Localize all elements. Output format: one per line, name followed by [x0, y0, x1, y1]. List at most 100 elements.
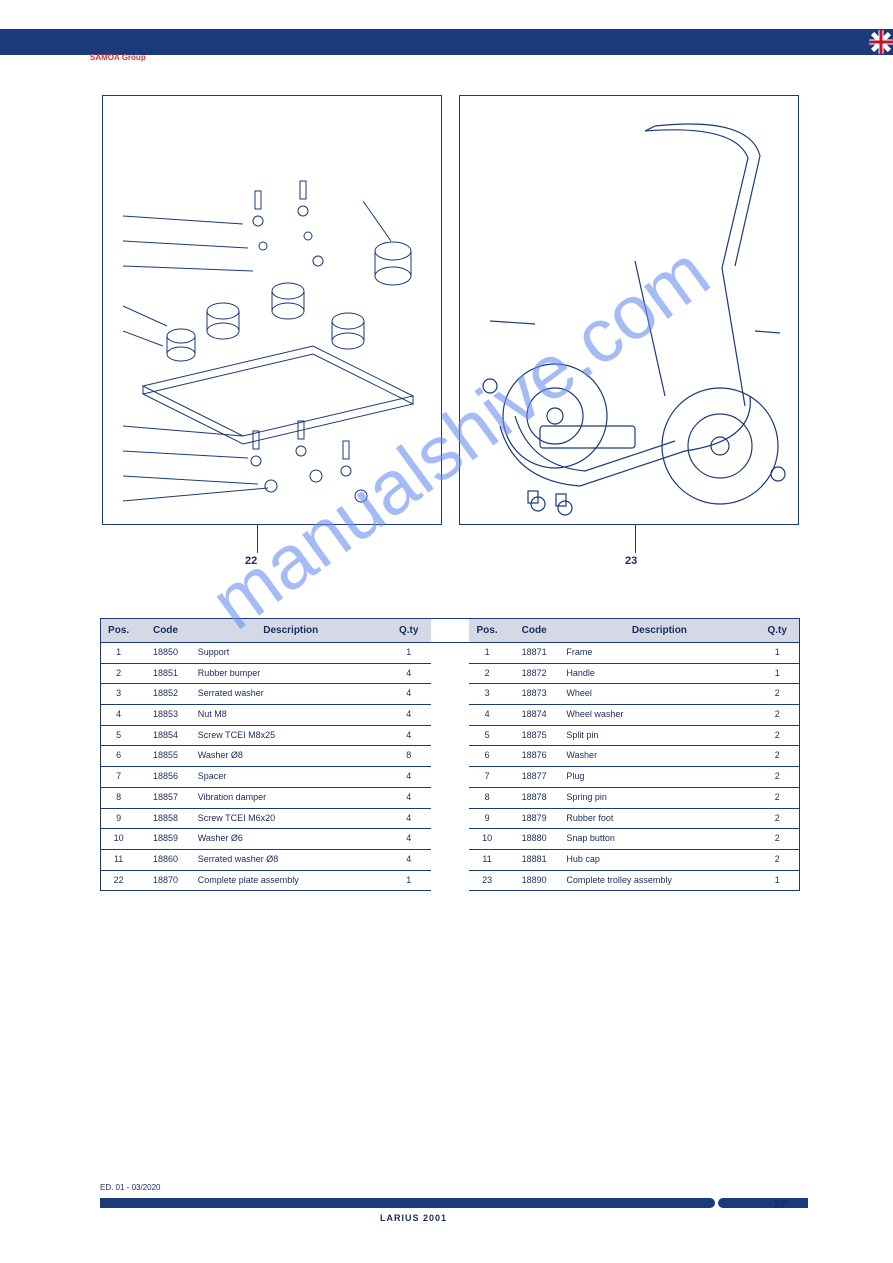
cell-desc: Plug — [563, 767, 755, 788]
cell-qty: 2 — [755, 849, 799, 870]
cell-code: 18881 — [505, 849, 564, 870]
col-desc-2: Description — [563, 619, 755, 643]
cell-desc: Vibration damper — [195, 787, 387, 808]
cell-pos: 1 — [469, 643, 505, 664]
cell-qty: 1 — [755, 663, 799, 684]
cell-pos: 23 — [469, 870, 505, 891]
cell-pos: 10 — [469, 829, 505, 850]
cell-gap — [431, 705, 470, 726]
cell-desc: Frame — [563, 643, 755, 664]
cell-qty: 1 — [755, 870, 799, 891]
table-row: 618855Washer Ø88618876Washer2 — [101, 746, 800, 767]
cell-qty: 1 — [387, 643, 431, 664]
uk-flag-icon — [869, 30, 893, 54]
table-row: 1018859Washer Ø641018880Snap button2 — [101, 829, 800, 850]
cell-qty: 4 — [387, 767, 431, 788]
cell-qty: 4 — [387, 808, 431, 829]
cell-qty: 4 — [387, 829, 431, 850]
cell-desc: Hub cap — [563, 849, 755, 870]
figure-22-label: 22 — [245, 555, 257, 567]
figure-23-tick — [635, 525, 636, 553]
cell-pos: 2 — [469, 663, 505, 684]
footer-edition: ED. 01 - 03/2020 — [100, 1183, 160, 1192]
cell-gap — [431, 870, 470, 891]
cell-qty: 2 — [755, 684, 799, 705]
cell-code: 18878 — [505, 787, 564, 808]
cell-pos: 2 — [101, 663, 137, 684]
cell-gap — [431, 849, 470, 870]
table-row: 418853Nut M84418874Wheel washer2 — [101, 705, 800, 726]
cell-desc: Serrated washer Ø8 — [195, 849, 387, 870]
table-row: 2218870Complete plate assembly12318890Co… — [101, 870, 800, 891]
cell-code: 18856 — [136, 767, 195, 788]
cell-gap — [431, 808, 470, 829]
col-code-2: Code — [505, 619, 564, 643]
table-row: 218851Rubber bumper4218872Handle1 — [101, 663, 800, 684]
cell-qty: 2 — [755, 808, 799, 829]
cell-pos: 11 — [469, 849, 505, 870]
brand-subtitle: SAMOA Group — [90, 53, 255, 62]
cell-pos: 11 — [101, 849, 137, 870]
col-qty-2: Q.ty — [755, 619, 799, 643]
cell-desc: Support — [195, 643, 387, 664]
cell-desc: Washer Ø6 — [195, 829, 387, 850]
cell-desc: Wheel — [563, 684, 755, 705]
cell-code: 18872 — [505, 663, 564, 684]
table-row: 518854Screw TCEI M8x254518875Split pin2 — [101, 725, 800, 746]
cell-code: 18858 — [136, 808, 195, 829]
table-row: 1118860Serrated washer Ø841118881Hub cap… — [101, 849, 800, 870]
footer-bar — [100, 1198, 715, 1208]
cell-qty: 4 — [387, 705, 431, 726]
cell-gap — [431, 684, 470, 705]
cell-qty: 1 — [387, 870, 431, 891]
cell-desc: Handle — [563, 663, 755, 684]
cell-code: 18854 — [136, 725, 195, 746]
col-gap — [431, 619, 470, 643]
cell-qty: 2 — [755, 767, 799, 788]
cell-desc: Complete trolley assembly — [563, 870, 755, 891]
cell-pos: 4 — [469, 705, 505, 726]
page-number: 27 — [774, 1199, 786, 1211]
cell-desc: Washer — [563, 746, 755, 767]
cell-pos: 1 — [101, 643, 137, 664]
cell-pos: 9 — [469, 808, 505, 829]
table-row: 718856Spacer4718877Plug2 — [101, 767, 800, 788]
cell-code: 18870 — [136, 870, 195, 891]
cell-desc: Serrated washer — [195, 684, 387, 705]
figure-23 — [459, 95, 799, 525]
cell-qty: 2 — [755, 705, 799, 726]
cell-code: 18852 — [136, 684, 195, 705]
table-row: 318852Serrated washer4318873Wheel2 — [101, 684, 800, 705]
cell-pos: 8 — [101, 787, 137, 808]
cell-pos: 5 — [469, 725, 505, 746]
cell-desc: Spring pin — [563, 787, 755, 808]
cell-pos: 9 — [101, 808, 137, 829]
cell-qty: 2 — [755, 746, 799, 767]
cell-code: 18873 — [505, 684, 564, 705]
table-header-row: Pos. Code Description Q.ty Pos. Code Des… — [101, 619, 800, 643]
cell-code: 18851 — [136, 663, 195, 684]
cell-pos: 4 — [101, 705, 137, 726]
cell-desc: Screw TCEI M6x20 — [195, 808, 387, 829]
figure-22-tick — [257, 525, 258, 553]
cell-qty: 2 — [755, 787, 799, 808]
cell-pos: 10 — [101, 829, 137, 850]
cell-qty: 4 — [387, 663, 431, 684]
cell-code: 18850 — [136, 643, 195, 664]
cell-code: 18874 — [505, 705, 564, 726]
cell-pos: 7 — [469, 767, 505, 788]
brand-logo: LARIUS® SAMOA Group — [90, 22, 255, 69]
cell-desc: Rubber foot — [563, 808, 755, 829]
cell-code: 18880 — [505, 829, 564, 850]
cell-desc: Split pin — [563, 725, 755, 746]
figure-22 — [102, 95, 442, 525]
cell-gap — [431, 643, 470, 664]
cell-pos: 8 — [469, 787, 505, 808]
cell-desc: Nut M8 — [195, 705, 387, 726]
footer-center: LARIUS 2001 — [380, 1213, 447, 1223]
cell-code: 18857 — [136, 787, 195, 808]
cell-code: 18855 — [136, 746, 195, 767]
cell-code: 18890 — [505, 870, 564, 891]
cell-code: 18879 — [505, 808, 564, 829]
cell-pos: 6 — [101, 746, 137, 767]
